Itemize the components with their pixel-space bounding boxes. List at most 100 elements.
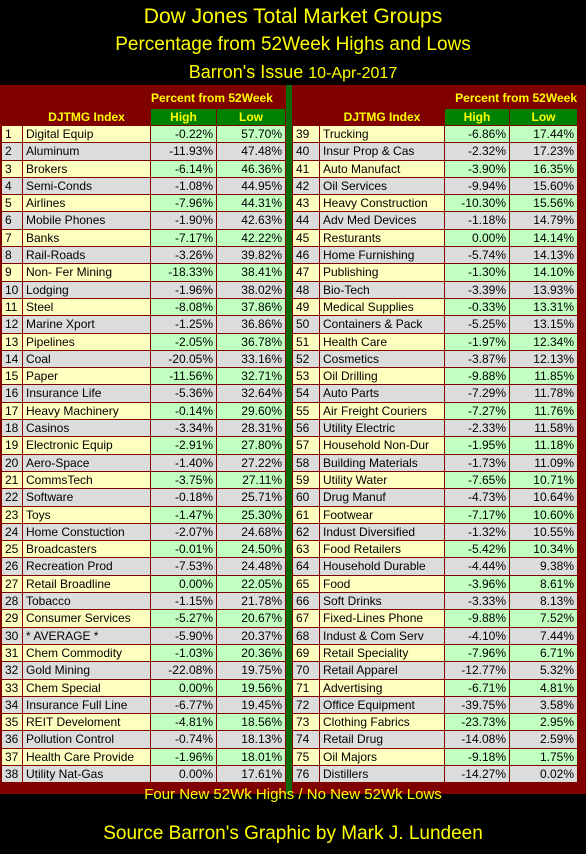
group-name-cell: REIT Develoment [23,714,150,731]
rank-cell: 2 [2,143,22,160]
table-row: 2 Aluminum -11.93% 47.48% [1,143,286,160]
high-pct-cell: -14.08% [445,731,509,748]
group-name-cell: Soft Drinks [320,593,444,610]
low-pct-cell: 9.38% [510,558,577,575]
rank-cell: 9 [2,264,22,281]
group-name-cell: Fixed-Lines Phone [320,610,444,627]
high-pct-cell: -4.81% [151,714,216,731]
rank-cell: 62 [293,523,319,541]
group-name-cell: Non- Fer Mining [23,264,150,281]
group-name-cell: Paper [23,368,150,385]
index-column-header: DJTMG Index [48,110,125,124]
low-pct-cell: 2.95% [510,714,577,731]
table-row: 75 Oil Majors -9.18% 1.75% [292,748,577,766]
rank-cell: 53 [293,368,319,385]
low-pct-cell: 57.70% [217,126,285,143]
rank-cell: 10 [2,281,22,298]
table-row: 67 Fixed-Lines Phone -9.88% 7.52% [292,610,577,627]
rank-cell: 12 [2,316,22,333]
rank-cell: 61 [293,506,319,523]
group-name-cell: Insurance Full Line [23,696,150,714]
group-name-cell: * AVERAGE * [23,627,150,644]
group-name-cell: Mobile Phones [23,212,150,229]
high-pct-cell: -1.96% [151,281,216,298]
high-pct-cell: -4.44% [445,558,509,575]
low-pct-cell: 15.60% [510,177,577,195]
high-pct-cell: -11.56% [151,368,216,385]
low-pct-cell: 11.78% [510,385,577,402]
table-row: 29 Consumer Services -5.27% 20.67% [1,610,286,627]
high-pct-cell: -39.75% [445,696,509,714]
low-pct-cell: 5.32% [510,662,577,679]
high-pct-cell: -2.05% [151,333,216,350]
table-row: 61 Footwear -7.17% 10.60% [292,506,577,524]
high-pct-cell: -5.42% [445,541,509,558]
low-pct-cell: 37.86% [217,298,285,316]
issue-line: Barron's Issue 10-Apr-2017 [0,60,586,86]
high-pct-cell: -3.96% [445,575,509,593]
low-pct-cell: 16.35% [510,160,577,177]
group-name-cell: Advertising [320,679,444,696]
low-column-header: Low [510,109,577,125]
table-row: 3 Brokers -6.14% 46.36% [1,160,286,178]
table-row: 64 Household Durable -4.44% 9.38% [292,558,577,575]
table-row: 65 Food -3.96% 8.61% [292,575,577,593]
group-name-cell: Food [320,575,444,593]
group-name-cell: Indust Diversified [320,523,444,541]
high-pct-cell: -3.33% [445,593,509,610]
low-pct-cell: 27.80% [217,437,285,454]
rank-cell: 17 [2,402,22,420]
table-row: 70 Retail Apparel -12.77% 5.32% [292,662,577,679]
high-pct-cell: -8.08% [151,298,216,316]
group-name-cell: Rail-Roads [23,247,150,264]
group-name-cell: Food Retailers [320,541,444,558]
high-pct-cell: -7.29% [445,385,509,402]
low-pct-cell: 10.34% [510,541,577,558]
rank-cell: 5 [2,195,22,212]
high-pct-cell: 0.00% [445,229,509,247]
rank-cell: 58 [293,454,319,471]
table-row: 26 Recreation Prod -7.53% 24.48% [1,558,286,575]
group-name-cell: Household Durable [320,558,444,575]
low-pct-cell: 3.58% [510,696,577,714]
low-pct-cell: 20.36% [217,644,285,662]
table-row: 12 Marine Xport -1.25% 36.86% [1,316,286,333]
high-pct-cell: -1.96% [151,748,216,765]
rank-cell: 20 [2,454,22,471]
table-row: 71 Advertising -6.71% 4.81% [292,679,577,697]
low-pct-cell: 12.13% [510,350,577,368]
group-name-cell: Oil Drilling [320,368,444,385]
low-column-header: Low [217,109,285,125]
group-name-cell: Digital Equip [23,126,150,143]
high-pct-cell: -9.88% [445,610,509,627]
high-pct-cell: -1.90% [151,212,216,229]
rank-cell: 38 [2,765,22,783]
high-pct-cell: -9.18% [445,748,509,765]
group-name-cell: Retail Broadline [23,575,150,593]
group-name-cell: Cosmetics [320,350,444,368]
group-name-cell: Bio-Tech [320,281,444,298]
low-pct-cell: 18.01% [217,748,285,765]
table-row: 6 Mobile Phones -1.90% 42.63% [1,212,286,229]
low-pct-cell: 14.14% [510,229,577,247]
high-pct-cell: -1.97% [445,333,509,350]
table-row: 53 Oil Drilling -9.88% 11.85% [292,368,577,385]
table-row: 76 Distillers -14.27% 0.02% [292,765,577,783]
high-pct-cell: -1.15% [151,593,216,610]
low-pct-cell: 8.61% [510,575,577,593]
table-row: 54 Auto Parts -7.29% 11.78% [292,385,577,402]
high-pct-cell: -4.10% [445,627,509,644]
group-name-cell: Office Equipment [320,696,444,714]
rank-cell: 59 [293,471,319,489]
group-name-cell: Auto Parts [320,385,444,402]
rank-cell: 27 [2,575,22,593]
low-pct-cell: 18.56% [217,714,285,731]
table-row: 14 Coal -20.05% 33.16% [1,350,286,368]
rank-cell: 3 [2,160,22,177]
group-name-cell: Health Care Provide [23,748,150,765]
table-row: 10 Lodging -1.96% 38.02% [1,281,286,299]
table-row: 57 Household Non-Dur -1.95% 11.18% [292,437,577,454]
table-row: 58 Building Materials -1.73% 11.09% [292,454,577,472]
table-row: 25 Broadcasters -0.01% 24.50% [1,541,286,558]
rank-cell: 68 [293,627,319,644]
